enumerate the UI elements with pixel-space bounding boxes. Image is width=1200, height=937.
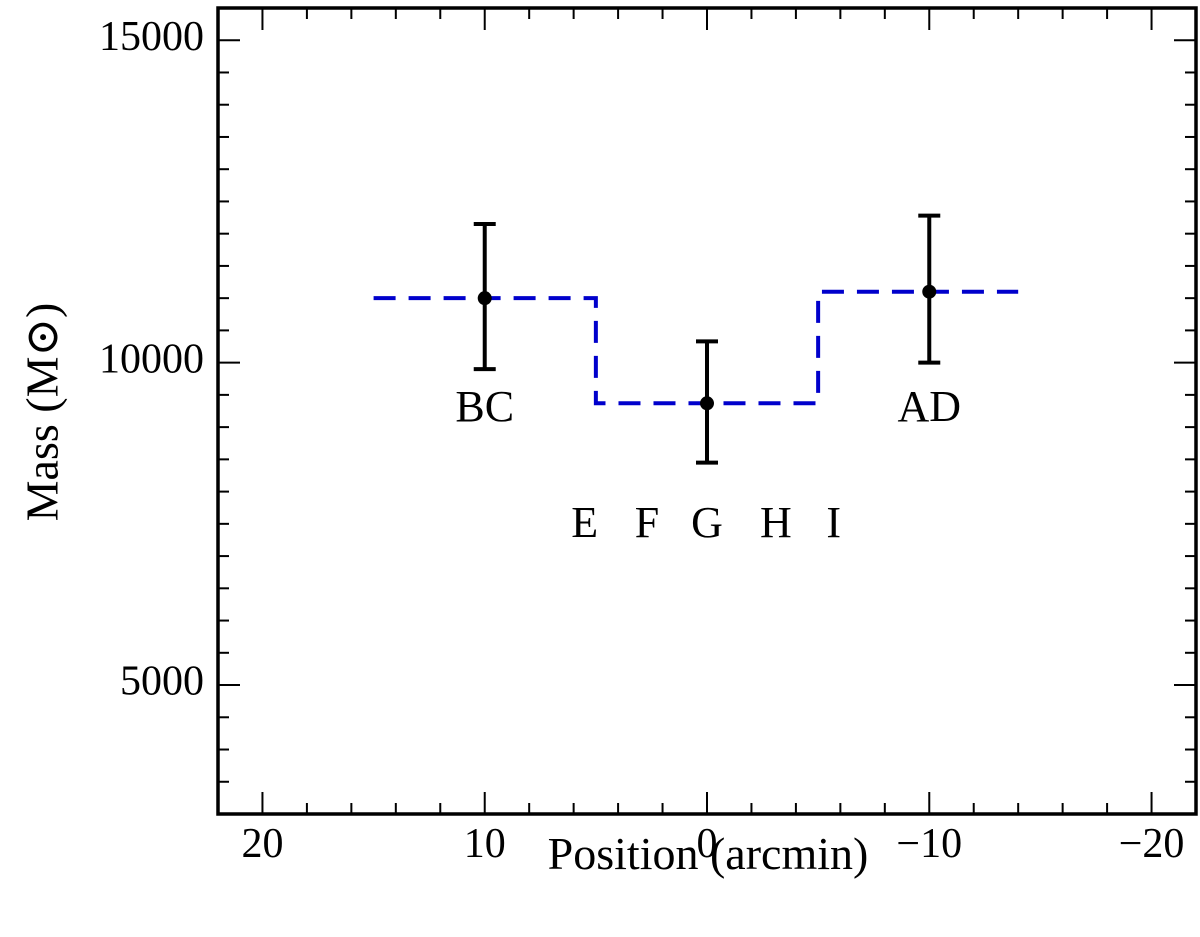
annotation-label: H <box>760 498 792 547</box>
data-point <box>922 284 937 299</box>
y-tick-label: 10000 <box>99 336 204 382</box>
annotation-label: BC <box>455 382 514 431</box>
annotations-group: BC AD E F G H I <box>455 382 961 547</box>
annotation-label: F <box>635 498 659 547</box>
x-tick-label: −20 <box>1119 821 1185 867</box>
x-axis-title: Position (arcmin) <box>548 828 869 879</box>
data-points-group <box>477 284 937 411</box>
error-bars-group <box>473 213 941 465</box>
y-tick-label: 5000 <box>120 659 204 705</box>
x-tick-label: 20 <box>241 821 283 867</box>
x-tick-label: 10 <box>464 821 506 867</box>
x-tick-label: 0 <box>697 821 718 867</box>
annotation-label: E <box>571 498 598 547</box>
annotation-label: I <box>826 498 841 547</box>
data-point <box>477 291 492 306</box>
annotation-label: G <box>691 498 723 547</box>
y-tick-label: 15000 <box>99 14 204 60</box>
annotation-label: AD <box>897 382 961 431</box>
axis-ticks-group <box>218 7 1196 814</box>
tick-labels-group: 20 10 0 −10 −20 5000 10000 15000 <box>99 14 1184 867</box>
data-point <box>700 396 714 411</box>
x-tick-label: −10 <box>896 821 962 867</box>
y-axis-title: Mass (M⊙) <box>17 303 68 522</box>
